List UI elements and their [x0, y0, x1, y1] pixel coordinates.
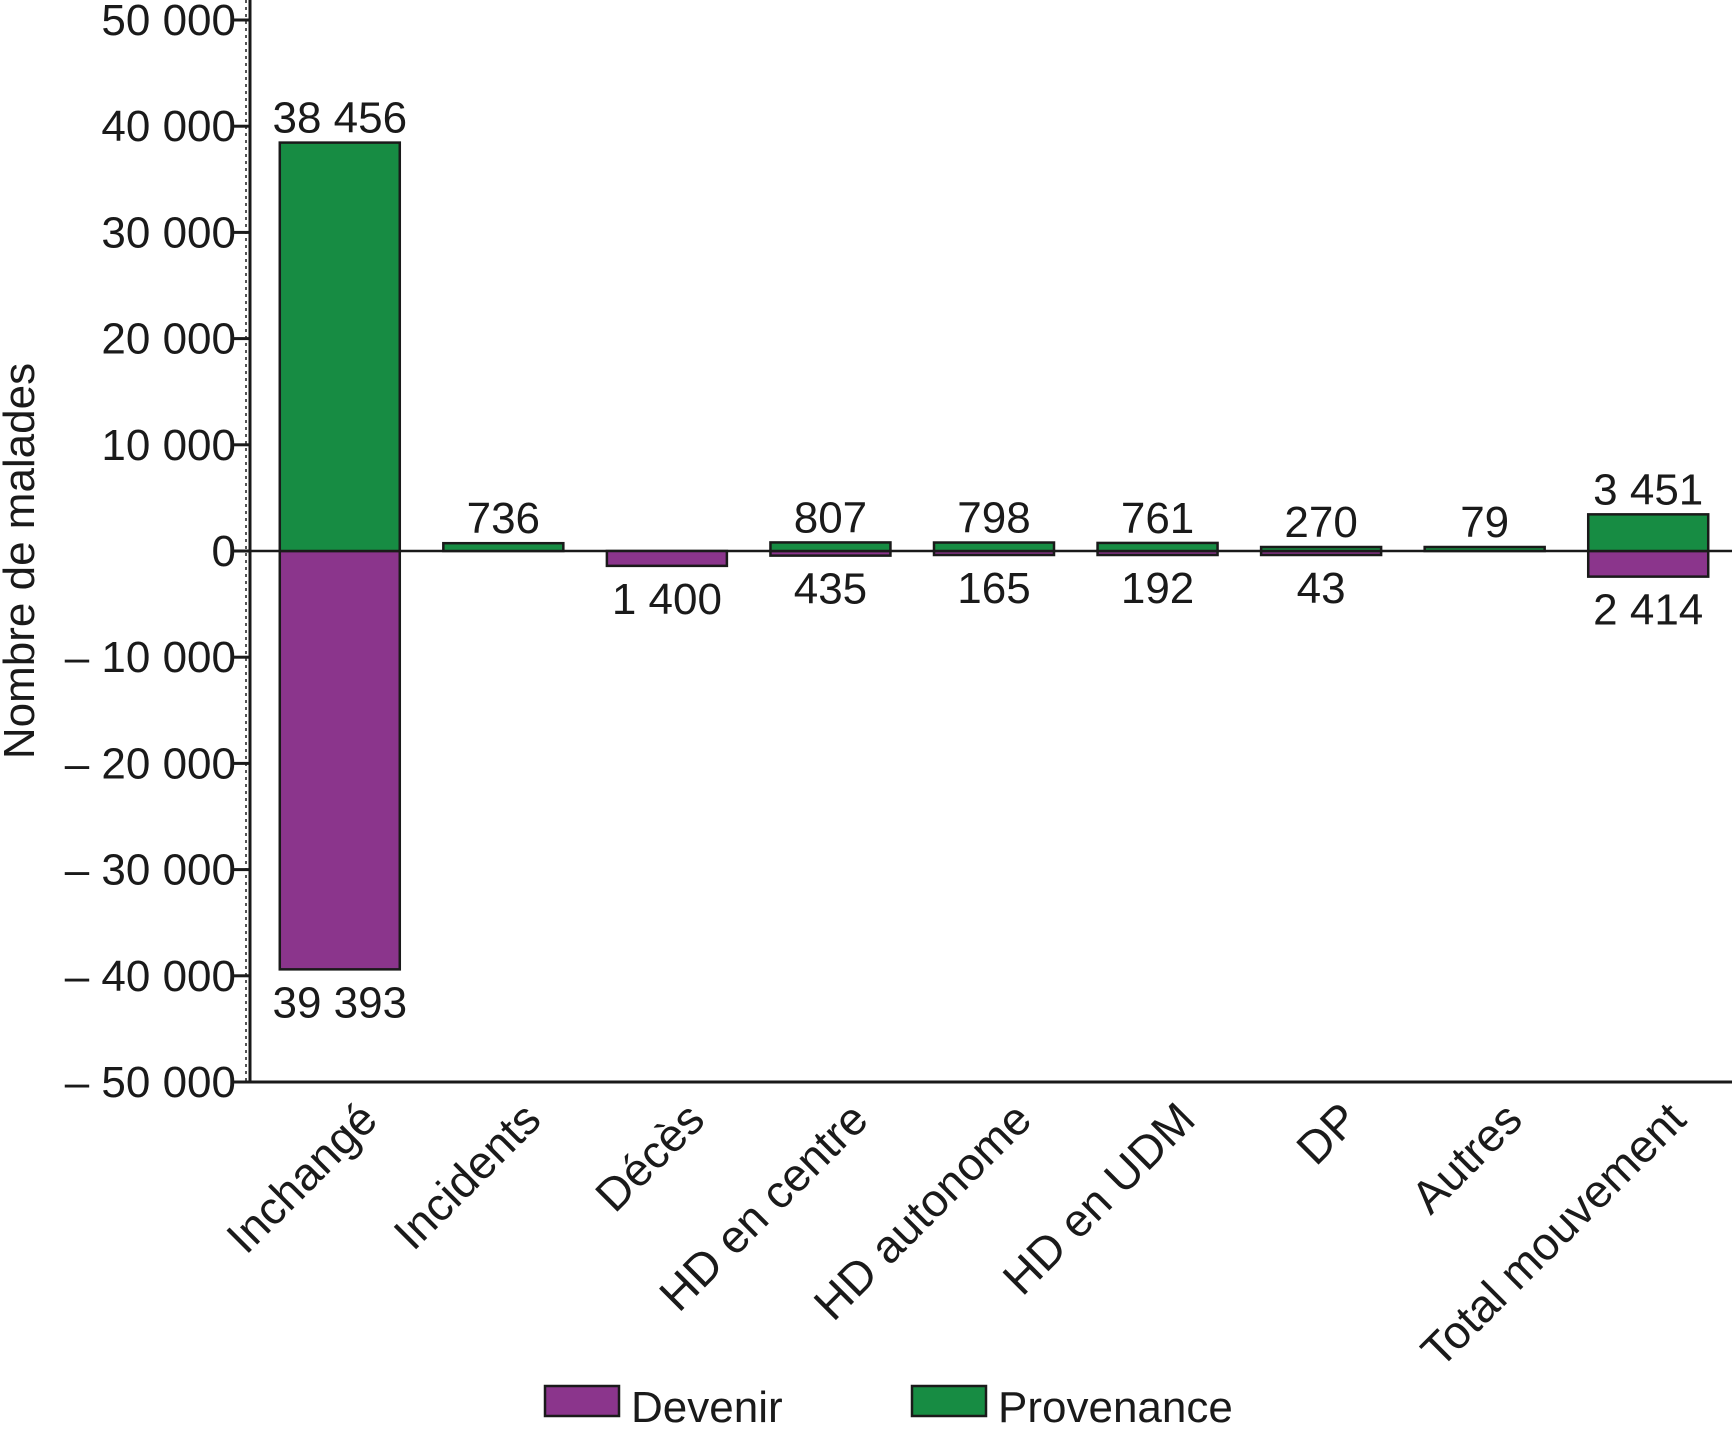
- y-tick-label: – 20 000: [65, 739, 236, 788]
- data-label-provenance-1: 736: [467, 494, 540, 543]
- bar-devenir-2: [605, 549, 729, 568]
- bar-provenance-4: [932, 541, 1056, 553]
- data-label-provenance-5: 761: [1121, 494, 1194, 543]
- y-tick-label: 20 000: [101, 315, 236, 364]
- bar-provenance-7: [1423, 545, 1546, 553]
- bar-provenance-1: [442, 541, 565, 553]
- data-label-devenir-4: 165: [957, 564, 1030, 613]
- legend-label-devenir: Devenir: [631, 1383, 783, 1432]
- data-label-devenir-6: 43: [1297, 564, 1346, 613]
- data-label-devenir-2: 1 400: [612, 575, 722, 624]
- data-label-devenir-5: 192: [1121, 564, 1194, 613]
- x-category-label: DP: [1286, 1092, 1368, 1174]
- legend-swatch-devenir: [543, 1384, 621, 1418]
- x-category-label: Inchangé: [216, 1092, 387, 1263]
- x-category-label: Incidents: [383, 1092, 550, 1259]
- data-label-provenance-0: 38 456: [272, 94, 407, 143]
- y-tick-label: – 50 000: [65, 1058, 236, 1107]
- legend-label-provenance: Provenance: [998, 1383, 1233, 1432]
- bars: [278, 141, 1710, 971]
- y-tick-label: – 30 000: [65, 846, 236, 895]
- legend: Devenir Provenance: [543, 1383, 1233, 1432]
- data-label-provenance-4: 798: [957, 494, 1030, 543]
- legend-swatch-provenance: [910, 1384, 988, 1418]
- bar-provenance-6: [1259, 545, 1383, 553]
- data-label-devenir-0: 39 393: [272, 978, 407, 1027]
- data-labels: 39 393 1 400 435 165 192 43 2 414 38 456 736 807 7…: [272, 94, 1703, 1028]
- y-tick-label: 40 000: [101, 102, 236, 151]
- x-category-label: Autres: [1401, 1092, 1532, 1223]
- bar-provenance-8: [1586, 513, 1710, 553]
- data-label-provenance-8: 3 451: [1593, 465, 1703, 514]
- y-tick-label: 10 000: [101, 421, 236, 470]
- y-axis-label: Nombre de malades: [0, 363, 44, 759]
- bar-provenance-3: [769, 541, 892, 553]
- data-label-devenir-3: 435: [794, 565, 867, 614]
- y-tick-label: 30 000: [101, 208, 236, 257]
- y-tick-label: – 10 000: [65, 633, 236, 682]
- bar-provenance-5: [1096, 541, 1219, 553]
- data-label-devenir-8: 2 414: [1593, 586, 1703, 635]
- bar-devenir-8: [1586, 549, 1710, 578]
- y-tick-label: 0: [212, 527, 236, 576]
- data-label-provenance-3: 807: [794, 493, 867, 542]
- bar-provenance-0: [278, 141, 402, 553]
- y-tick-label: – 40 000: [65, 952, 236, 1001]
- bar-devenir-0: [278, 549, 402, 971]
- x-category-label: Décès: [585, 1092, 714, 1221]
- data-label-provenance-7: 79: [1460, 498, 1509, 547]
- data-label-provenance-6: 270: [1284, 498, 1357, 547]
- y-tick-label: 50 000: [101, 0, 236, 45]
